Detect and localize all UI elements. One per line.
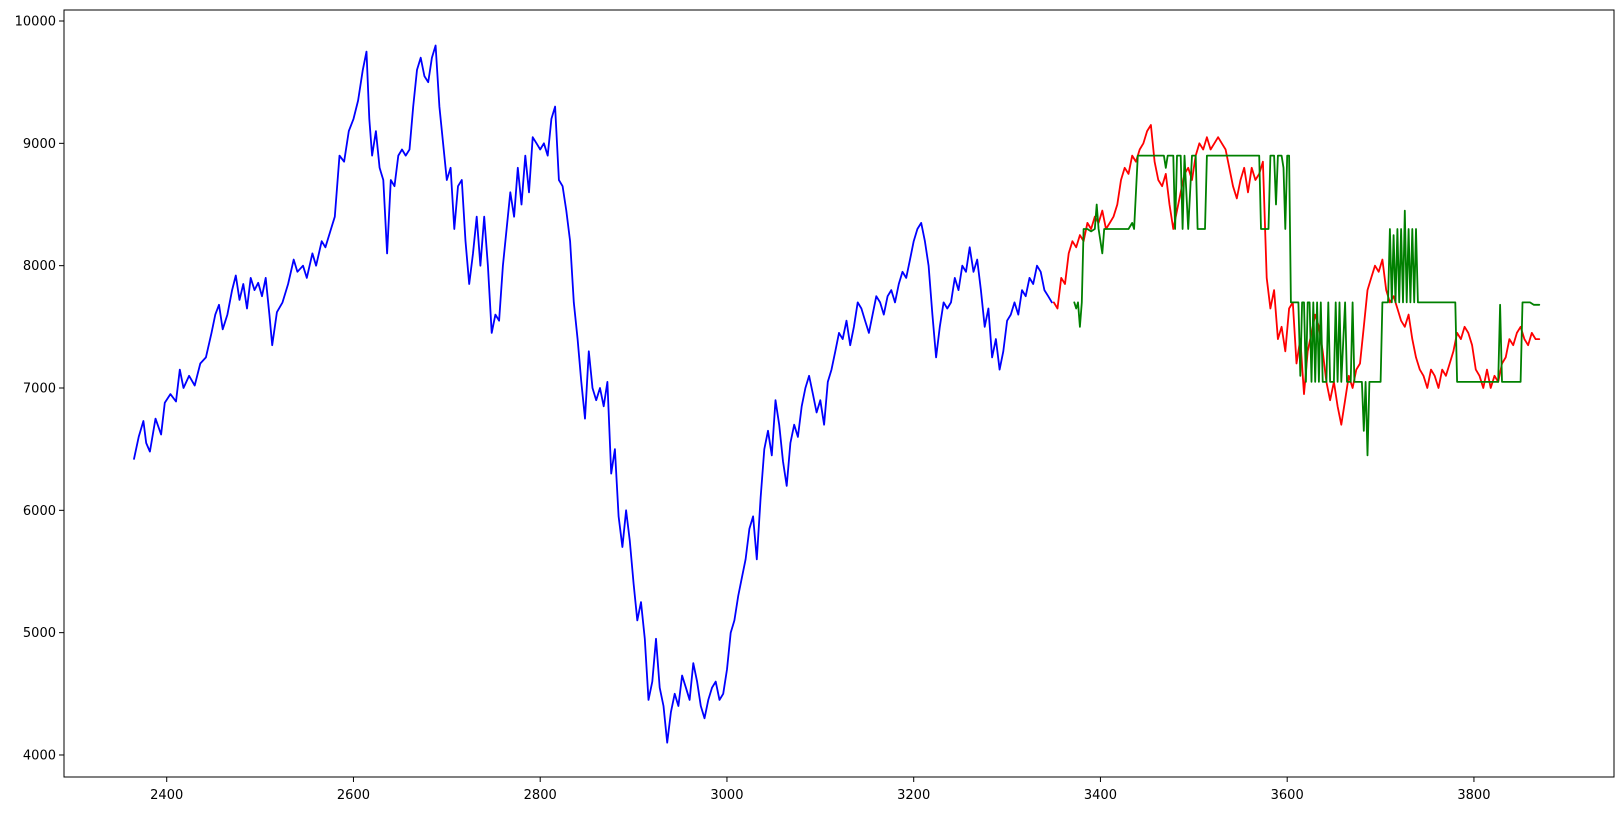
x-axis: 2400 2600 2800 3000 3200 3400 3600 3800 bbox=[150, 777, 1490, 803]
x-tick-label: 3200 bbox=[897, 788, 930, 803]
y-tick-label: 9000 bbox=[23, 137, 56, 152]
y-tick-label: 8000 bbox=[23, 259, 56, 274]
y-tick-label: 10000 bbox=[15, 15, 56, 30]
x-tick-label: 3400 bbox=[1084, 788, 1117, 803]
y-tick-label: 6000 bbox=[23, 504, 56, 519]
series-line-1 bbox=[133, 44, 1053, 744]
y-tick-label: 7000 bbox=[23, 381, 56, 396]
y-tick-label: 5000 bbox=[23, 626, 56, 641]
series-line-3 bbox=[1073, 154, 1541, 457]
x-tick-label: 2400 bbox=[150, 788, 183, 803]
x-tick-label: 3600 bbox=[1271, 788, 1304, 803]
series-line-2 bbox=[1052, 124, 1541, 426]
x-tick-label: 2800 bbox=[524, 788, 557, 803]
x-tick-label: 3000 bbox=[710, 788, 743, 803]
y-tick-label: 4000 bbox=[23, 748, 56, 763]
x-tick-label: 3800 bbox=[1457, 788, 1490, 803]
y-axis: 4000 5000 6000 7000 8000 9000 10000 bbox=[15, 15, 64, 763]
series-layer bbox=[133, 44, 1541, 744]
x-tick-label: 2600 bbox=[337, 788, 370, 803]
plot-area-frame bbox=[63, 9, 1615, 778]
